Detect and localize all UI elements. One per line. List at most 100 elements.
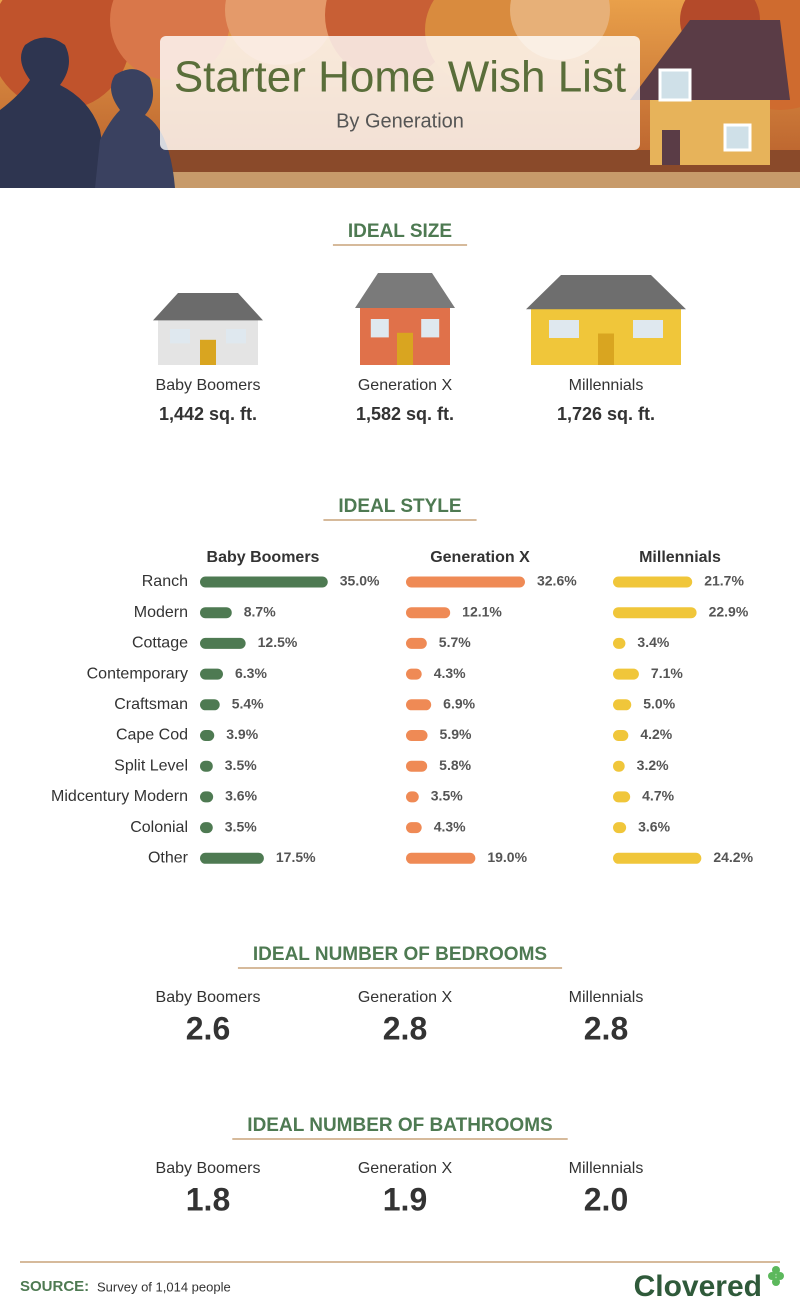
- bar: [613, 730, 629, 741]
- illustration-shape: [170, 329, 190, 344]
- bar: [406, 637, 427, 649]
- illustration-shape: [0, 172, 800, 188]
- value-label: 8.7%: [244, 603, 276, 619]
- generation-name: Generation X: [358, 1160, 453, 1177]
- category-label: Cape Cod: [116, 727, 188, 744]
- bar: [200, 852, 264, 864]
- section-heading: IDEAL SIZE: [348, 221, 452, 242]
- bar: [613, 822, 627, 834]
- value-label: 3.5%: [225, 757, 257, 773]
- size-value: 1,726 sq. ft.: [557, 404, 655, 424]
- source-text: Survey of 1,014 people: [97, 1279, 231, 1294]
- value-label: 35.0%: [340, 573, 380, 589]
- bar: [200, 637, 246, 649]
- bar: [406, 668, 422, 680]
- count-value: 2.8: [383, 1010, 427, 1046]
- subtitle: By Generation: [336, 110, 464, 132]
- bar: [200, 730, 215, 741]
- illustration-shape: [723, 123, 752, 152]
- illustration-shape: [776, 1272, 784, 1280]
- illustration-shape: [421, 319, 440, 338]
- category-label: Modern: [134, 604, 188, 621]
- legend-entry: Generation X: [430, 549, 530, 566]
- value-label: 6.3%: [235, 665, 267, 681]
- value-label: 6.9%: [443, 696, 475, 712]
- size-value: 1,582 sq. ft.: [356, 404, 454, 424]
- illustration-shape: [658, 68, 692, 102]
- value-label: 3.5%: [431, 788, 463, 804]
- value-label: 22.9%: [709, 603, 749, 619]
- size-value: 1,442 sq. ft.: [159, 404, 257, 424]
- illustration-shape: [95, 69, 175, 188]
- category-label: Other: [148, 850, 189, 867]
- bar: [613, 791, 631, 803]
- bar: [406, 852, 476, 864]
- generation-name: Generation X: [358, 377, 453, 394]
- bar: [613, 668, 639, 680]
- count-value: 2.0: [584, 1181, 628, 1217]
- bar: [406, 822, 422, 834]
- bar: [406, 791, 419, 803]
- count-value: 1.9: [383, 1181, 427, 1217]
- value-label: 5.8%: [439, 757, 471, 773]
- illustration-shape: [772, 1278, 780, 1286]
- value-label: 3.2%: [637, 757, 669, 773]
- illustration-shape: [768, 1272, 776, 1280]
- illustration-shape: [526, 275, 686, 310]
- illustration-shape: [153, 293, 263, 321]
- generation-name: Baby Boomers: [156, 1160, 261, 1177]
- value-label: 5.0%: [643, 696, 675, 712]
- bar: [200, 576, 328, 588]
- bar: [406, 730, 428, 741]
- category-label: Midcentury Modern: [51, 788, 188, 805]
- illustration-shape: [0, 37, 110, 188]
- bar: [200, 760, 213, 772]
- category-label: Colonial: [130, 819, 188, 836]
- section-heading: IDEAL NUMBER OF BEDROOMS: [253, 944, 547, 965]
- generation-name: Generation X: [358, 989, 453, 1006]
- illustration-shape: [160, 36, 640, 150]
- title: Starter Home Wish List: [174, 53, 626, 102]
- generation-name: Millennials: [569, 377, 644, 394]
- value-label: 12.5%: [258, 634, 298, 650]
- value-label: 5.7%: [439, 634, 471, 650]
- value-label: 7.1%: [651, 665, 683, 681]
- value-label: 4.7%: [642, 788, 674, 804]
- illustration-shape: [772, 1266, 780, 1274]
- illustration-shape: [355, 273, 455, 308]
- value-label: 19.0%: [487, 849, 527, 865]
- bar: [406, 576, 525, 588]
- illustration-shape: [200, 339, 216, 365]
- bar: [613, 852, 702, 864]
- generation-name: Baby Boomers: [156, 377, 261, 394]
- bar: [613, 576, 693, 588]
- illustration-shape: [226, 329, 246, 344]
- illustration-shape: [549, 320, 579, 338]
- illustration-shape: [598, 333, 614, 365]
- section-heading: IDEAL NUMBER OF BATHROOMS: [247, 1115, 552, 1136]
- bar: [613, 607, 697, 619]
- bar: [200, 822, 213, 834]
- illustration-shape: [397, 332, 413, 365]
- value-label: 24.2%: [713, 849, 753, 865]
- category-label: Split Level: [114, 757, 188, 774]
- bar: [406, 760, 428, 772]
- generation-name: Millennials: [569, 1160, 644, 1177]
- value-label: 32.6%: [537, 573, 577, 589]
- legend-entry: Millennials: [639, 549, 721, 566]
- generation-name: Baby Boomers: [156, 989, 261, 1006]
- count-value: 1.8: [186, 1181, 230, 1217]
- bar: [200, 668, 223, 680]
- bar: [613, 637, 626, 649]
- bar: [613, 760, 625, 772]
- value-label: 4.3%: [434, 818, 466, 834]
- value-label: 3.4%: [637, 634, 669, 650]
- value-label: 4.3%: [434, 665, 466, 681]
- bar: [613, 699, 632, 711]
- logo: Clovered: [634, 1270, 762, 1303]
- category-label: Craftsman: [114, 696, 188, 713]
- section-heading: IDEAL STYLE: [338, 496, 461, 517]
